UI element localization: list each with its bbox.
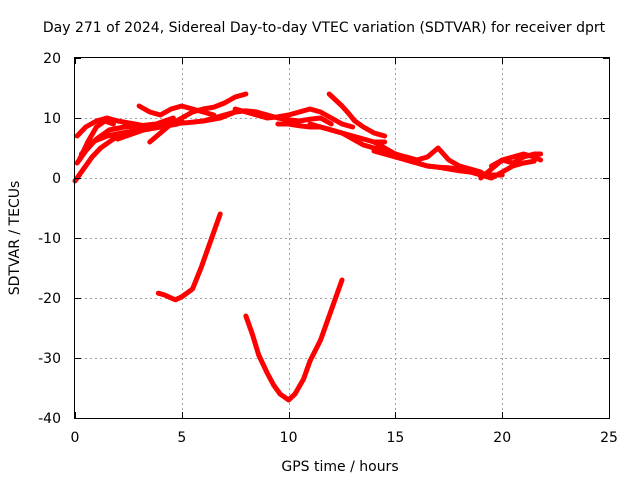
x-tick-label: 0 <box>71 430 80 446</box>
plot-frame <box>74 57 610 419</box>
series-arc-11 <box>275 121 388 145</box>
x-axis-label: GPS time / hours <box>281 459 398 475</box>
y-tick-label: -30 <box>38 351 61 367</box>
axis-ticks: 0 5 10 15 20 25 -40 -30 -20 -10 0 10 20 <box>38 51 618 446</box>
x-tick-label: 25 <box>600 430 618 446</box>
series-arc-10 <box>232 106 356 130</box>
series-arc-21 <box>243 277 345 403</box>
y-tick-label: -20 <box>38 291 61 307</box>
y-axis-label: SDTVAR / TECUs <box>7 181 23 296</box>
x-tick-label: 10 <box>280 430 298 446</box>
series-arc-19 <box>489 151 544 169</box>
series-arc-18 <box>478 151 544 181</box>
x-tick-label: 5 <box>177 430 186 446</box>
y-tick-label: -10 <box>38 231 61 247</box>
series-arc-9 <box>200 108 334 127</box>
x-tick-label: 20 <box>493 430 511 446</box>
series-arc-20 <box>155 211 223 303</box>
chart-title: Day 271 of 2024, Sidereal Day-to-day VTE… <box>43 20 606 36</box>
series-arc-13 <box>326 91 388 139</box>
y-tick-label: 0 <box>52 171 61 187</box>
y-tick-label: 20 <box>43 51 61 67</box>
series-arc-16 <box>403 145 484 175</box>
series-arc-3 <box>74 115 153 139</box>
series-arc-8 <box>147 91 249 145</box>
data-series <box>72 91 544 403</box>
x-tick-label: 15 <box>386 430 404 446</box>
series-arc-17 <box>457 158 537 181</box>
y-tick-label: -40 <box>38 411 61 427</box>
y-tick-label: 10 <box>43 111 61 127</box>
